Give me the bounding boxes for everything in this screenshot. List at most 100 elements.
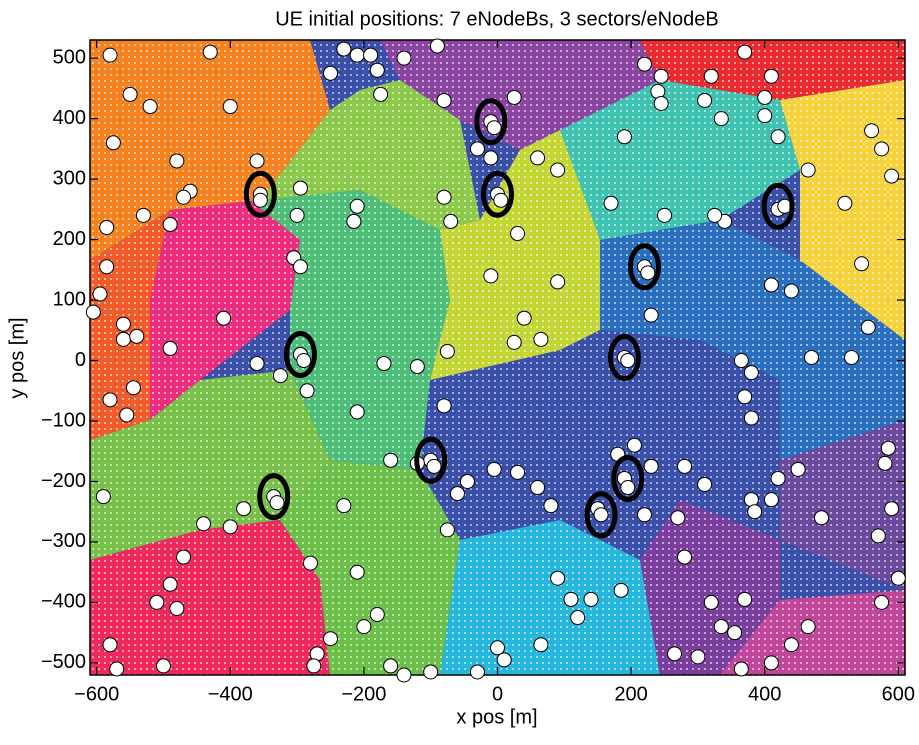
ue-point (533, 331, 549, 347)
ue-point (249, 356, 265, 372)
ue-point (636, 507, 652, 523)
ue-point (737, 44, 753, 60)
ue-point (336, 498, 352, 514)
marks (85, 38, 906, 683)
ue-point (490, 640, 505, 656)
sector-map (90, 40, 905, 675)
ue-point (697, 92, 713, 108)
ue-point (880, 440, 896, 456)
y-tick-label: 500 (53, 46, 86, 68)
ue-point (733, 353, 749, 369)
ue-point (790, 461, 806, 477)
ue-point (603, 195, 619, 211)
ue-point (570, 610, 586, 626)
ue-point (737, 591, 753, 607)
ue-point (356, 619, 372, 635)
ue-point (155, 658, 171, 674)
ue-point (854, 256, 870, 272)
enodeb-marker (761, 182, 795, 230)
ue-point (707, 207, 723, 223)
enodeb-marker (584, 491, 618, 539)
ue-point (690, 649, 706, 665)
ue-point (657, 207, 673, 223)
ue-point (122, 86, 138, 102)
ue-point (269, 495, 285, 511)
ue-point (506, 89, 522, 105)
ue-point (483, 268, 499, 284)
ue-point (115, 331, 131, 347)
ue-point (222, 519, 238, 535)
ue-point (613, 582, 629, 598)
ue-point (409, 359, 425, 375)
ue-point (162, 216, 178, 232)
ue-point (667, 646, 683, 662)
y-tick-label: −300 (41, 530, 86, 552)
x-tick-label: −600 (74, 683, 119, 705)
enodeb-marker (627, 243, 661, 291)
ue-point (800, 162, 816, 178)
ue-point (643, 307, 659, 323)
ue-point (593, 507, 609, 523)
ue-point (105, 135, 121, 151)
ue-point (292, 259, 308, 275)
y-tick-label: 300 (53, 167, 86, 189)
ue-point (169, 600, 185, 616)
ue-point (176, 189, 192, 205)
ue-point (349, 198, 365, 214)
ue-point (757, 108, 773, 124)
ue-point (563, 591, 579, 607)
ue-point (459, 473, 475, 489)
ue-point (322, 631, 338, 647)
ue-point (884, 501, 900, 517)
ue-point (844, 350, 860, 365)
ue-point (299, 383, 315, 399)
ue-point (877, 455, 893, 471)
x-tick-label: 200 (614, 683, 647, 705)
ue-point (550, 570, 566, 586)
x-tick-label: 600 (882, 683, 915, 705)
ue-point (383, 658, 399, 674)
y-tick-label: −200 (41, 470, 86, 492)
ue-point (272, 368, 288, 384)
ue-point (95, 489, 111, 505)
ue-point (530, 150, 546, 166)
ue-point (125, 380, 141, 396)
ue-point (369, 607, 385, 623)
ue-point (483, 150, 499, 166)
ue-point (369, 62, 385, 78)
ue-point (336, 41, 352, 57)
ue-point (383, 452, 399, 468)
ue-point (550, 162, 566, 178)
y-tick-label: 0 (75, 349, 86, 371)
ue-point (530, 480, 546, 496)
ue-point (292, 180, 308, 196)
ue-point (363, 47, 379, 63)
ue-point (506, 334, 522, 350)
ue-point (733, 661, 749, 677)
ue-point (890, 570, 906, 586)
ue-point (289, 207, 305, 223)
ue-point (322, 65, 338, 81)
enodeb-marker (283, 330, 317, 378)
ue-point (870, 528, 886, 544)
ue-point (436, 189, 452, 205)
ue-point (884, 168, 900, 184)
ue-point (653, 68, 669, 84)
ue-point (109, 661, 125, 677)
ue-point (516, 310, 532, 326)
ue-point (439, 522, 455, 538)
ue-point (249, 153, 265, 169)
ue-point (800, 619, 816, 635)
ue-point (737, 389, 753, 405)
y-tick-label: 200 (53, 228, 86, 250)
ue-point (99, 259, 115, 275)
ue-point (496, 652, 512, 668)
ue-point (115, 316, 131, 332)
ue-point (469, 141, 485, 157)
ue-point (703, 594, 719, 610)
y-tick-label: −100 (41, 409, 86, 431)
y-tick-label: −400 (41, 591, 86, 613)
enodeb-marker (607, 334, 641, 381)
ue-point (653, 96, 669, 111)
ue-point (216, 310, 232, 326)
